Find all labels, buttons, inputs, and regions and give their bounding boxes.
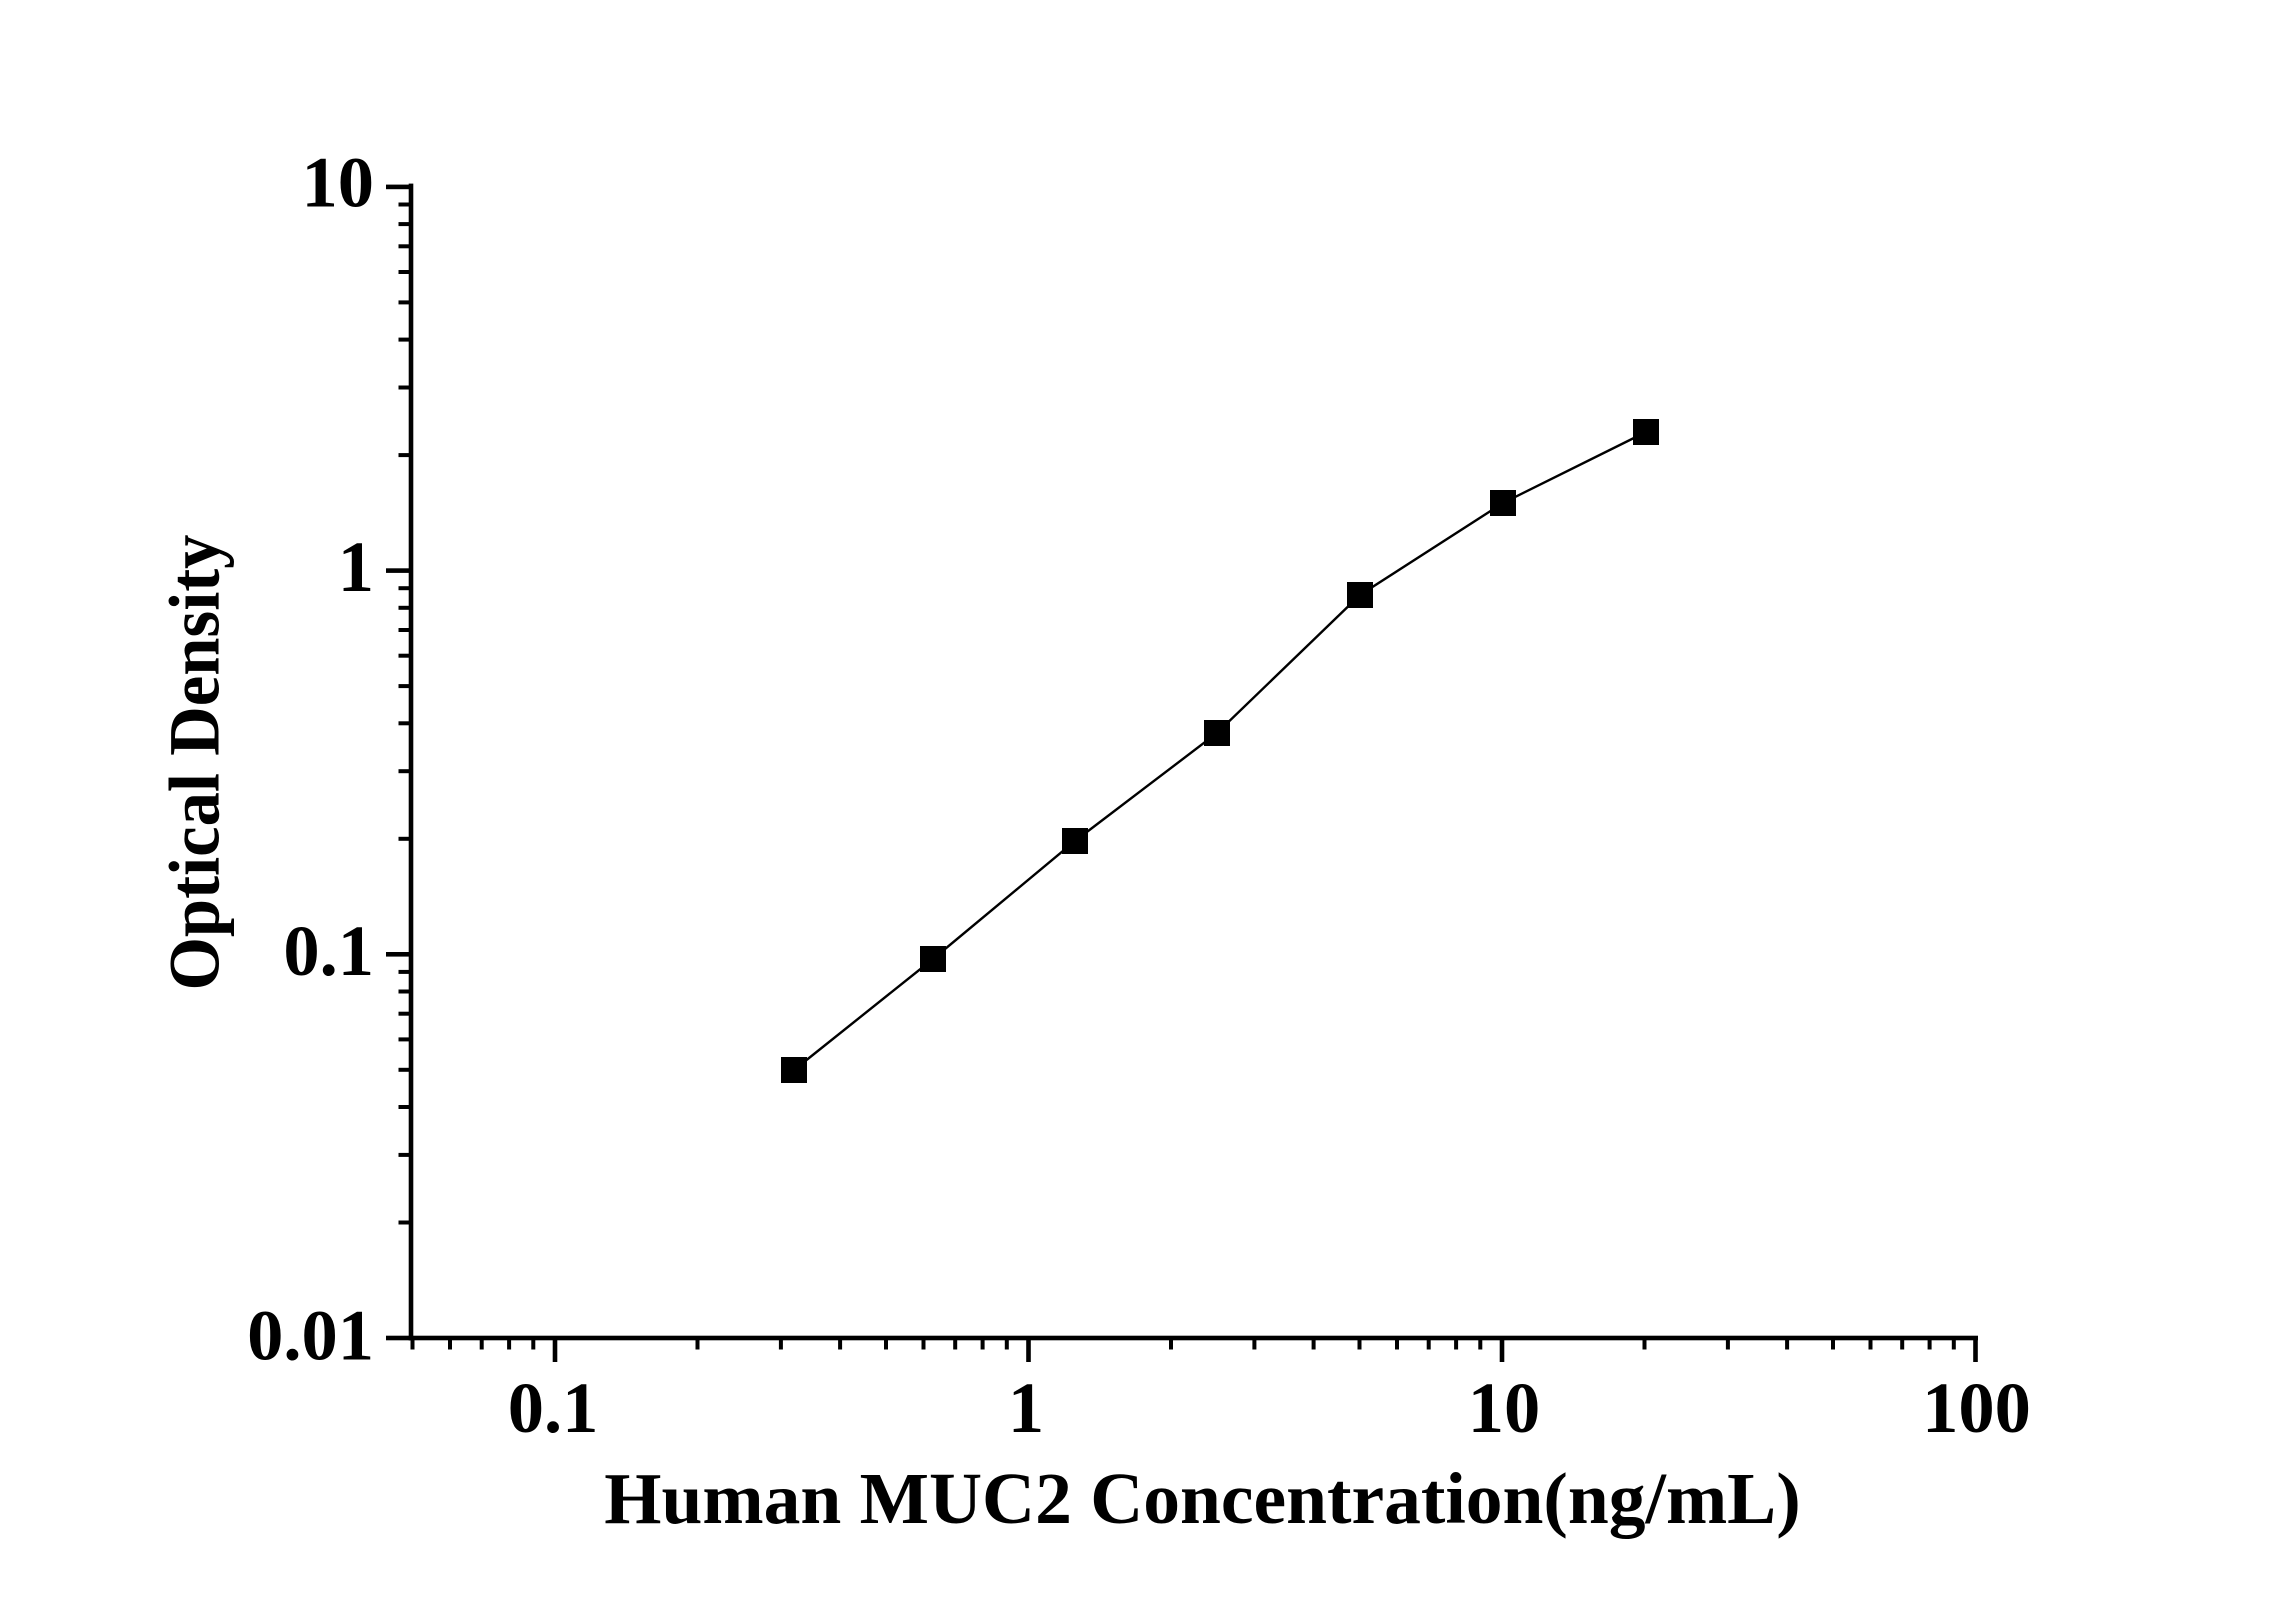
svg-text:1: 1 — [1008, 1367, 1044, 1448]
svg-text:0.1: 0.1 — [508, 1367, 599, 1448]
svg-text:0.01: 0.01 — [247, 1295, 374, 1376]
svg-text:10: 10 — [302, 142, 375, 223]
svg-text:Optical Density: Optical Density — [155, 535, 235, 991]
svg-text:Human MUC2 Concentration(ng/mL: Human MUC2 Concentration(ng/mL) — [604, 1458, 1800, 1539]
svg-text:1: 1 — [338, 526, 374, 607]
svg-text:0.1: 0.1 — [283, 910, 374, 991]
svg-text:10: 10 — [1468, 1367, 1541, 1448]
svg-text:100: 100 — [1922, 1367, 2031, 1448]
